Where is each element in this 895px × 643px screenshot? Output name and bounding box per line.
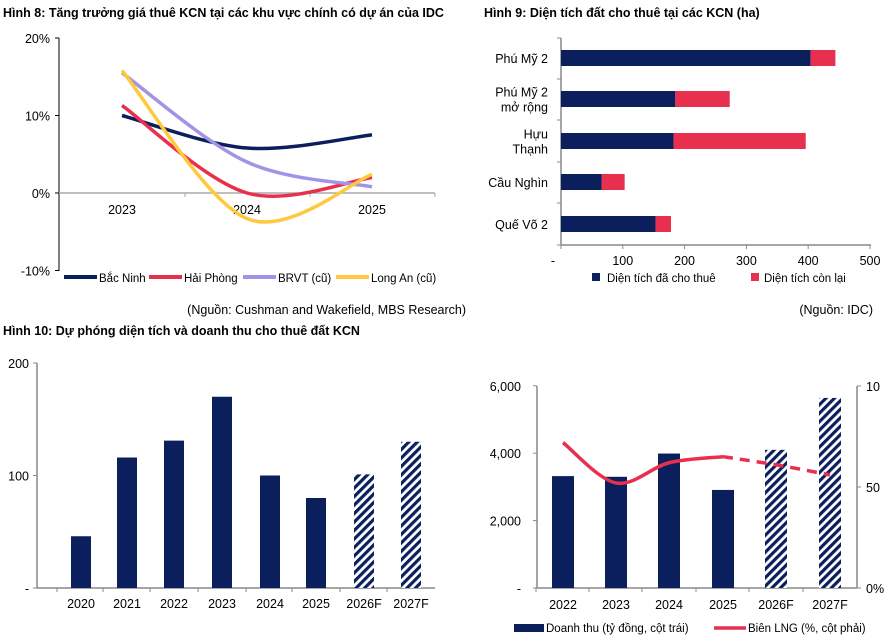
bar-2027F [401, 441, 421, 588]
x-tick-label: 2024 [655, 598, 683, 612]
x-tick-label: 2022 [549, 598, 577, 612]
x-tick-label: 2025 [302, 597, 330, 611]
legend-label: BRVT (cũ) [278, 273, 331, 285]
margin-line-forecast [722, 454, 831, 477]
legend-label: Doanh thu (tỷ đồng, cột trái) [546, 623, 689, 635]
bar-2020 [71, 536, 91, 588]
bar-2024 [658, 453, 680, 588]
x-tick-label: 2025 [358, 203, 386, 217]
y-category-label: Thạnh [513, 143, 548, 157]
y2-tick-label: 50 [866, 481, 880, 495]
x-tick-label: 2027F [812, 598, 848, 612]
bar-1-3 [601, 174, 625, 190]
series-line-3 [120, 69, 373, 224]
y-tick-label: 10% [25, 110, 50, 124]
bar-2024 [260, 475, 280, 588]
y-category-label: Quế Võ 2 [495, 218, 548, 232]
bar-2023 [605, 476, 627, 588]
y-tick-label: 0% [32, 187, 50, 201]
legend-swatch [592, 273, 600, 281]
x-tick-label: - [551, 254, 555, 268]
bar-2022 [164, 440, 184, 588]
x-tick-label: 300 [736, 254, 757, 268]
y-category-label: mở rộng [501, 101, 548, 115]
bar-2021 [117, 457, 137, 588]
bar-2022 [552, 476, 574, 588]
series-line-1 [120, 103, 373, 198]
legend-label: Bắc Ninh [99, 272, 146, 285]
x-tick-label: 2026F [758, 598, 794, 612]
series-line-2 [120, 71, 373, 189]
y-tick-label: 2,000 [490, 515, 521, 529]
x-tick-label: 2022 [160, 597, 188, 611]
bar-2025 [712, 489, 734, 588]
legend-label: Diện tích còn lại [764, 273, 846, 285]
x-tick-label: 2026F [346, 597, 382, 611]
x-tick-label: 2023 [108, 203, 136, 217]
legend-label: Biên LNG (%, cột phải) [748, 623, 866, 635]
y-tick-label: 100 [8, 470, 29, 484]
y-tick-label: - [517, 582, 521, 596]
x-tick-label: 2024 [256, 597, 284, 611]
chart-title: Hình 8: Tăng trưởng giá thuê KCN tại các… [3, 6, 444, 20]
x-tick-label: 2027F [393, 597, 429, 611]
y2-tick-label: 0% [866, 582, 884, 596]
bar-0-0 [561, 50, 811, 66]
legend-swatch [514, 624, 544, 632]
x-tick-label: 100 [612, 254, 633, 268]
bar-2026F [765, 449, 787, 588]
x-tick-label: 200 [674, 254, 695, 268]
y-category-label: Phú Mỹ 2 [495, 86, 548, 100]
legend-label: Diện tích đã cho thuê [607, 273, 716, 285]
bar-2025 [306, 498, 326, 588]
chart-title: Hình 9: Diện tích đất cho thuê tại các K… [484, 6, 760, 20]
x-tick-label: 500 [860, 254, 881, 268]
x-tick-label: 2023 [208, 597, 236, 611]
y-tick-label: 4,000 [490, 447, 521, 461]
bar-1-4 [655, 216, 672, 232]
y-tick-label: 6,000 [490, 380, 521, 394]
y-tick-label: 200 [8, 357, 29, 371]
bar-2026F [354, 474, 374, 588]
bar-1-0 [810, 50, 836, 66]
bar-2027F [819, 397, 841, 588]
source-note: (Nguồn: Cushman and Wakefield, MBS Resea… [187, 303, 466, 317]
y-tick-label: -10% [21, 265, 50, 279]
chart-title: Hình 10: Dự phóng diện tích và doanh thu… [3, 324, 360, 338]
bar-1-1 [675, 91, 730, 107]
source-note: (Nguồn: IDC) [799, 303, 873, 317]
x-tick-label: 2020 [67, 597, 95, 611]
x-tick-label: 2023 [602, 598, 630, 612]
series-line-0 [121, 113, 373, 151]
y-tick-label: - [25, 582, 29, 596]
y-category-label: Cầu Nghìn [488, 176, 548, 190]
x-tick-label: 400 [798, 254, 819, 268]
x-tick-label: 2021 [113, 597, 141, 611]
bar-0-4 [561, 216, 656, 232]
bar-0-1 [561, 91, 676, 107]
y-tick-label: 20% [25, 32, 50, 46]
y2-tick-label: 10 [866, 380, 880, 394]
legend-swatch [751, 273, 759, 281]
bar-1-2 [673, 133, 806, 149]
y-category-label: Hựu [524, 128, 548, 142]
bar-0-2 [561, 133, 674, 149]
legend-label: Long An (cũ) [371, 273, 436, 285]
margin-line-actual [561, 441, 724, 485]
bar-2023 [212, 396, 232, 588]
x-tick-label: 2025 [709, 598, 737, 612]
bar-0-3 [561, 174, 602, 190]
legend-label: Hải Phòng [184, 273, 238, 285]
y-category-label: Phú Mỹ 2 [495, 52, 548, 66]
